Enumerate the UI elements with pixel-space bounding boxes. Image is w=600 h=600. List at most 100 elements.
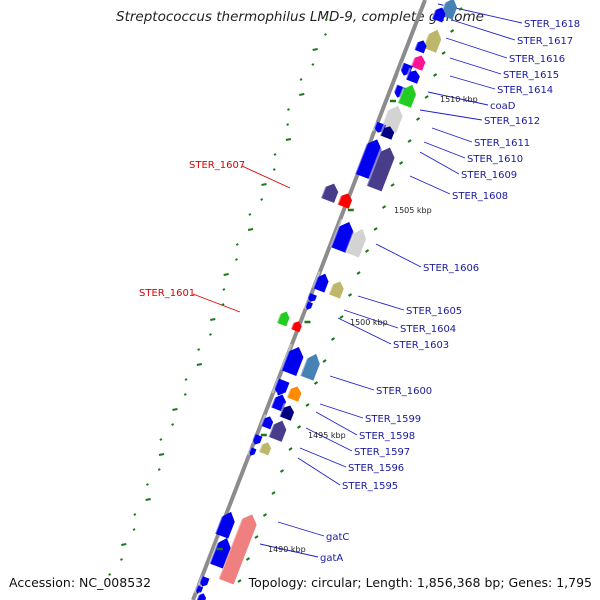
gene-label-ster-1600: STER_1600 (376, 386, 432, 397)
gene-block-13 (365, 144, 395, 192)
gene-block-17-shine (327, 279, 336, 295)
gc-dot-50 (312, 48, 318, 51)
gene-block-2-body (423, 29, 442, 53)
gene-label-ster-1614: STER_1614 (497, 85, 553, 96)
gene-block-ster-1601-b-shine (290, 319, 296, 330)
gene-block-16-body (313, 273, 329, 293)
position-tick-32 (450, 29, 455, 33)
gene-label-coad: coaD (490, 101, 516, 112)
leader-line-10 (409, 175, 451, 195)
gene-label-gata: gatA (320, 553, 343, 564)
gene-label-ster-1616: STER_1616 (509, 54, 565, 65)
gc-dot-335 (209, 333, 212, 336)
position-tick-318 (339, 315, 344, 319)
gc-dot-80 (299, 78, 303, 81)
gene-block-18-shine (305, 292, 311, 301)
gene-block-1-body (431, 7, 446, 23)
gene-block-29 (258, 440, 272, 456)
position-tick-560 (245, 557, 251, 561)
position-tick-296 (347, 293, 353, 297)
gc-dot-20 (324, 18, 328, 21)
gene-block-17-body (328, 281, 344, 299)
gene-block-15-shine (344, 226, 357, 253)
gene-label-ster-1608: STER_1608 (452, 191, 508, 202)
gene-block-ster-1607-b-shine (336, 190, 344, 205)
gc-dot-65 (311, 63, 315, 66)
gc-dot-320 (210, 318, 216, 321)
position-tick-406 (305, 403, 310, 407)
gene-block-24-shine (270, 392, 278, 408)
position-tick-186 (390, 183, 395, 187)
gc-dot-155 (273, 153, 277, 156)
position-tick-450 (288, 447, 293, 451)
label-leaders (192, 3, 523, 558)
leader-line-16 (319, 403, 364, 419)
kbp-marker-1505: 1505 kbp (394, 206, 432, 215)
position-tick-208 (382, 205, 387, 209)
leader-line-19 (299, 447, 347, 468)
leader-line-11 (375, 243, 422, 268)
gene-block-19-body (305, 301, 313, 310)
gene-block-17 (327, 279, 344, 299)
highlight-label-ster-1601: STER_1601 (139, 288, 195, 299)
gene-block-ster-1601-body (276, 311, 290, 327)
gene-block-31-shine (214, 508, 226, 534)
gene-block-27-shine (267, 417, 277, 438)
gene-block-24 (270, 392, 287, 412)
gene-block-7-shine (391, 84, 398, 97)
position-tick-76 (433, 73, 438, 77)
gene-block-23-body (286, 386, 302, 402)
gc-dot-455 (158, 453, 165, 456)
gene-block-19-shine (303, 300, 309, 310)
gene-block-27 (267, 417, 287, 442)
gc-dot-440 (159, 438, 163, 441)
leader-line-8 (423, 141, 466, 159)
gene-block-29-body (258, 442, 272, 456)
leader-line-20 (297, 457, 341, 486)
gene-block-ster-1607-shine (320, 180, 329, 199)
gene-block-6 (404, 67, 420, 84)
gc-dot-500 (145, 498, 151, 501)
gene-block-36-body (196, 593, 207, 600)
gene-block-ster-1601-b-body (290, 321, 302, 333)
gene-block-34-body (199, 575, 210, 587)
kbp-marker-1490: 1490 kbp (268, 545, 306, 554)
gene-block-15-body (345, 228, 367, 258)
gene-block-10-shine (372, 121, 378, 132)
gene-block-14-body (330, 222, 354, 253)
gene-block-12 (354, 136, 382, 180)
position-tick-120 (416, 117, 421, 121)
gene-block-ster-1601-b (290, 319, 302, 333)
gene-block-23 (285, 383, 302, 402)
gc-dot-170 (272, 168, 276, 171)
gene-block-1 (430, 5, 446, 23)
gene-block-35-shine (193, 584, 199, 594)
gene-block-2 (422, 26, 442, 53)
gene-block-19 (303, 300, 313, 310)
leader-line-15 (329, 375, 375, 391)
gene-block-9-shine (380, 102, 392, 128)
gene-block-ster-1607-body (320, 183, 339, 203)
position-tick-98 (424, 95, 429, 99)
leader-line-ster-1607 (241, 165, 291, 189)
gene-block-ster-1601 (275, 309, 290, 327)
gene-blocks (193, 0, 458, 600)
gc-dot-425 (171, 423, 175, 426)
highlight-label-ster-1607: STER_1607 (189, 160, 245, 171)
gene-block-21-body (300, 353, 320, 381)
gene-block-16 (312, 271, 329, 293)
gc-dot-185 (261, 183, 267, 186)
position-tick-142 (407, 139, 412, 143)
gene-block-29-shine (258, 440, 265, 453)
gene-block-33-body (209, 538, 231, 569)
position-tick-516 (262, 513, 268, 517)
gene-block-8 (396, 81, 416, 108)
gene-block-24-body (271, 394, 287, 412)
position-tick-54 (441, 51, 446, 55)
gene-block-5-shine (398, 62, 405, 75)
gene-block-20-shine (280, 343, 293, 371)
gene-block-21 (299, 350, 320, 381)
leader-line-6 (419, 109, 483, 121)
gene-block-ster-1601-shine (275, 309, 283, 324)
gene-block-31 (214, 508, 235, 539)
